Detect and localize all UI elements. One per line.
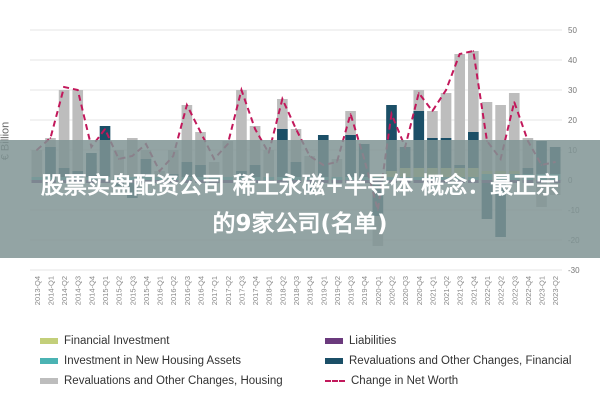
banner-title-line2: 的9家公司(名单) bbox=[212, 211, 388, 237]
x-tick-label: 2022-Q3 bbox=[510, 276, 519, 305]
x-tick-label: 2018-Q1 bbox=[265, 276, 274, 305]
legend-label: Revaluations and Other Changes, Housing bbox=[64, 375, 283, 387]
banner-title-line1: 股票实盘配资公司 稀土永磁+半导体 概念：最正宗 bbox=[40, 173, 560, 199]
x-tick-label: 2018-Q4 bbox=[306, 276, 315, 305]
net-worth-point bbox=[513, 101, 516, 103]
bar bbox=[72, 90, 84, 180]
net-worth-point bbox=[199, 131, 202, 133]
x-tick-label: 2019-Q1 bbox=[319, 276, 328, 305]
net-worth-point bbox=[186, 104, 188, 106]
x-tick-label: 2014-Q4 bbox=[87, 276, 96, 305]
legend-swatch bbox=[325, 338, 343, 344]
x-tick-label: 2023-Q2 bbox=[551, 276, 560, 305]
overlay-banner: 股票实盘配资公司 稀土永磁+半导体 概念：最正宗 的9家公司(名单) bbox=[0, 140, 600, 258]
x-tick-label: 2016-Q4 bbox=[197, 276, 206, 305]
legend-label: Investment in New Housing Assets bbox=[64, 355, 242, 367]
bar bbox=[58, 90, 70, 180]
legend-item: Change in Net Worth bbox=[325, 375, 458, 387]
y-tick-label: 50 bbox=[568, 26, 577, 35]
bar bbox=[440, 93, 452, 180]
x-tick-label: 2022-Q4 bbox=[524, 276, 533, 305]
x-tick-label: 2019-Q3 bbox=[347, 276, 356, 305]
legend-item: Investment in New Housing Assets bbox=[40, 355, 241, 367]
legend-swatch bbox=[40, 338, 58, 344]
legend-item: Financial Investment bbox=[40, 335, 169, 347]
legend-swatch bbox=[325, 380, 345, 382]
net-worth-point bbox=[240, 89, 243, 91]
x-tick-label: 2016-Q3 bbox=[183, 276, 192, 305]
y-tick-label: -30 bbox=[568, 266, 580, 275]
x-tick-label: 2015-Q1 bbox=[101, 276, 110, 305]
x-tick-label: 2020-Q2 bbox=[387, 276, 396, 305]
legend-swatch bbox=[40, 378, 58, 384]
x-tick-label: 2020-Q3 bbox=[401, 276, 410, 305]
x-tick-label: 2018-Q2 bbox=[278, 276, 287, 305]
legend-item: Revaluations and Other Changes, Financia… bbox=[325, 355, 571, 367]
x-tick-label: 2014-Q1 bbox=[46, 276, 55, 305]
x-tick-label: 2015-Q4 bbox=[142, 276, 151, 305]
x-tick-label: 2017-Q3 bbox=[237, 276, 246, 305]
legend-label: Liabilities bbox=[349, 335, 397, 347]
x-tick-label: 2023-Q1 bbox=[538, 276, 547, 305]
x-tick-label: 2020-Q1 bbox=[374, 276, 383, 305]
legend-swatch bbox=[325, 358, 343, 364]
bar bbox=[468, 51, 479, 180]
y-tick-label: 30 bbox=[568, 86, 577, 95]
legend-item: Revaluations and Other Changes, Housing bbox=[40, 375, 283, 387]
net-worth-point bbox=[417, 92, 420, 94]
x-tick-label: 2021-Q1 bbox=[428, 276, 437, 305]
bar bbox=[508, 93, 520, 180]
y-tick-label: 40 bbox=[568, 56, 577, 65]
legend-item: Liabilities bbox=[325, 335, 396, 347]
x-tick-label: 2019-Q2 bbox=[333, 276, 342, 305]
x-tick-label: 2017-Q1 bbox=[210, 276, 219, 305]
legend-label: Financial Investment bbox=[64, 335, 170, 347]
x-tick-label: 2016-Q2 bbox=[169, 276, 178, 305]
x-tick-label: 2014-Q2 bbox=[60, 276, 69, 305]
x-tick-label: 2013-Q4 bbox=[33, 276, 42, 305]
net-worth-point bbox=[49, 137, 52, 139]
x-tick-label: 2018-Q3 bbox=[292, 276, 301, 305]
x-tick-label: 2015-Q3 bbox=[128, 276, 137, 305]
legend-swatch bbox=[40, 358, 58, 364]
net-worth-point bbox=[472, 50, 475, 52]
x-tick-label: 2021-Q4 bbox=[469, 276, 478, 305]
x-tick-label: 2021-Q2 bbox=[442, 276, 451, 305]
net-worth-point bbox=[254, 128, 256, 130]
net-worth-point bbox=[431, 110, 434, 112]
x-tick-label: 2016-Q1 bbox=[156, 276, 165, 305]
bar bbox=[454, 54, 466, 180]
legend-label: Change in Net Worth bbox=[351, 375, 459, 387]
x-tick-label: 2015-Q2 bbox=[115, 276, 124, 305]
net-worth-point bbox=[445, 89, 447, 91]
net-worth-point bbox=[295, 128, 297, 130]
x-tick-label: 2022-Q2 bbox=[497, 276, 506, 305]
net-worth-point bbox=[281, 98, 284, 100]
legend-label: Revaluations and Other Changes, Financia… bbox=[349, 355, 572, 367]
net-worth-point bbox=[76, 89, 79, 91]
x-tick-label: 2020-Q4 bbox=[415, 276, 424, 305]
x-tick-label: 2019-Q4 bbox=[360, 276, 369, 305]
x-tick-label: 2022-Q1 bbox=[483, 276, 492, 305]
x-tick-label: 2017-Q2 bbox=[224, 276, 233, 305]
y-tick-label: 20 bbox=[568, 116, 577, 125]
x-tick-label: 2021-Q3 bbox=[456, 276, 465, 305]
net-worth-point bbox=[104, 128, 106, 130]
net-worth-point bbox=[63, 86, 65, 88]
x-tick-label: 2017-Q4 bbox=[251, 276, 260, 305]
x-tick-label: 2014-Q3 bbox=[74, 276, 83, 305]
net-worth-point bbox=[458, 53, 461, 55]
net-worth-point bbox=[390, 113, 393, 115]
bar bbox=[236, 90, 247, 180]
net-worth-point bbox=[349, 113, 352, 115]
